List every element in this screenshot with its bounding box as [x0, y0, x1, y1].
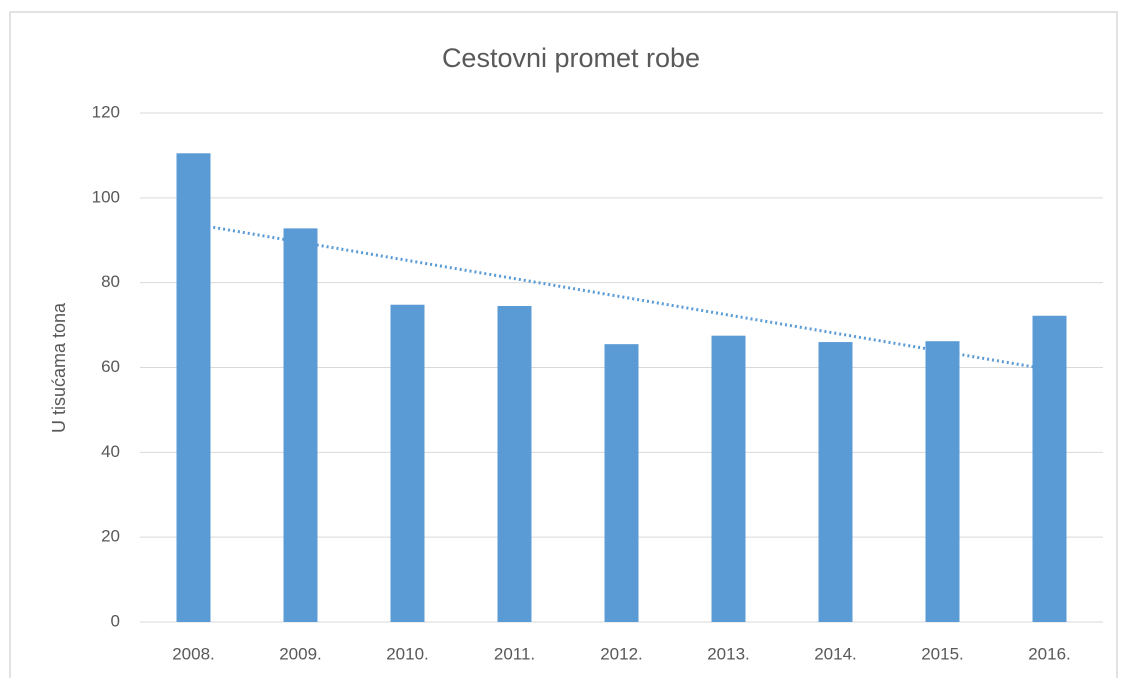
y-tick-label: 40: [101, 442, 120, 461]
y-tick-label: 0: [111, 611, 120, 630]
x-tick-label: 2010.: [386, 644, 429, 663]
x-tick-label: 2015.: [921, 644, 964, 663]
y-tick-label: 80: [101, 272, 120, 291]
bar: [711, 335, 746, 622]
y-tick-label: 120: [92, 102, 120, 121]
x-tick-label: 2016.: [1028, 644, 1071, 663]
y-tick-label: 20: [101, 527, 120, 546]
y-tick-label: 60: [101, 357, 120, 376]
x-tick-label: 2011.: [494, 644, 535, 663]
x-tick-label: 2012.: [600, 644, 643, 663]
bar: [497, 305, 532, 622]
chart-title: Cestovni promet robe: [442, 43, 700, 73]
bar: [1032, 315, 1067, 622]
bar: [390, 304, 425, 622]
y-axis-label: U tisućama tona: [49, 302, 69, 433]
bar: [604, 344, 639, 622]
x-tick-label: 2009.: [279, 644, 322, 663]
bar: [925, 341, 960, 622]
bar: [176, 153, 211, 622]
y-tick-label: 100: [92, 187, 120, 206]
x-tick-label: 2014.: [814, 644, 857, 663]
bar: [283, 228, 318, 622]
x-tick-label: 2008.: [172, 644, 215, 663]
bar: [818, 342, 853, 622]
x-tick-label: 2013.: [707, 644, 750, 663]
chart-frame: [9, 11, 1118, 678]
